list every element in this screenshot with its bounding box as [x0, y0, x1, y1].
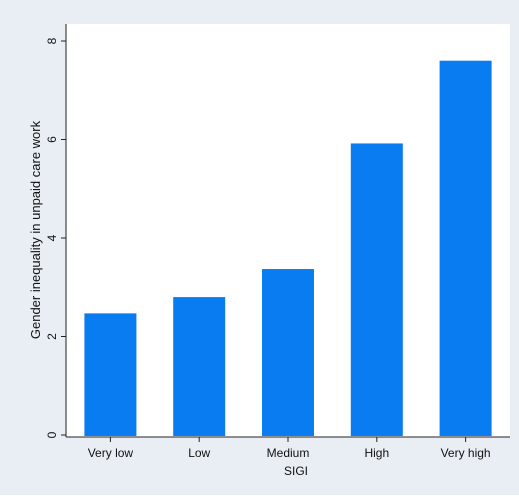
bars-layer [84, 60, 492, 436]
x-axis-title: SIGI [284, 464, 308, 478]
bar [350, 143, 403, 436]
x-tick-label: High [364, 446, 389, 460]
x-tick-label: Very high [441, 446, 491, 460]
y-tick-label: 8 [45, 37, 59, 44]
x-tick-label: Low [188, 446, 210, 460]
bar [173, 297, 226, 436]
y-tick-label: 4 [45, 234, 59, 241]
y-ticks-layer: 0 2 4 6 8 [45, 37, 66, 438]
y-tick-label: 2 [45, 333, 59, 340]
bar [84, 313, 137, 436]
y-tick-label: 6 [45, 136, 59, 143]
x-tick-label: Medium [267, 446, 310, 460]
x-ticks-layer: Very low Low Medium High Very high [88, 437, 491, 460]
y-tick-label: 0 [45, 431, 59, 438]
x-tick-label: Very low [88, 446, 134, 460]
bar [262, 269, 314, 436]
bar [439, 60, 492, 436]
y-axis-title: Gender inequality in unpaid care work [28, 120, 43, 339]
